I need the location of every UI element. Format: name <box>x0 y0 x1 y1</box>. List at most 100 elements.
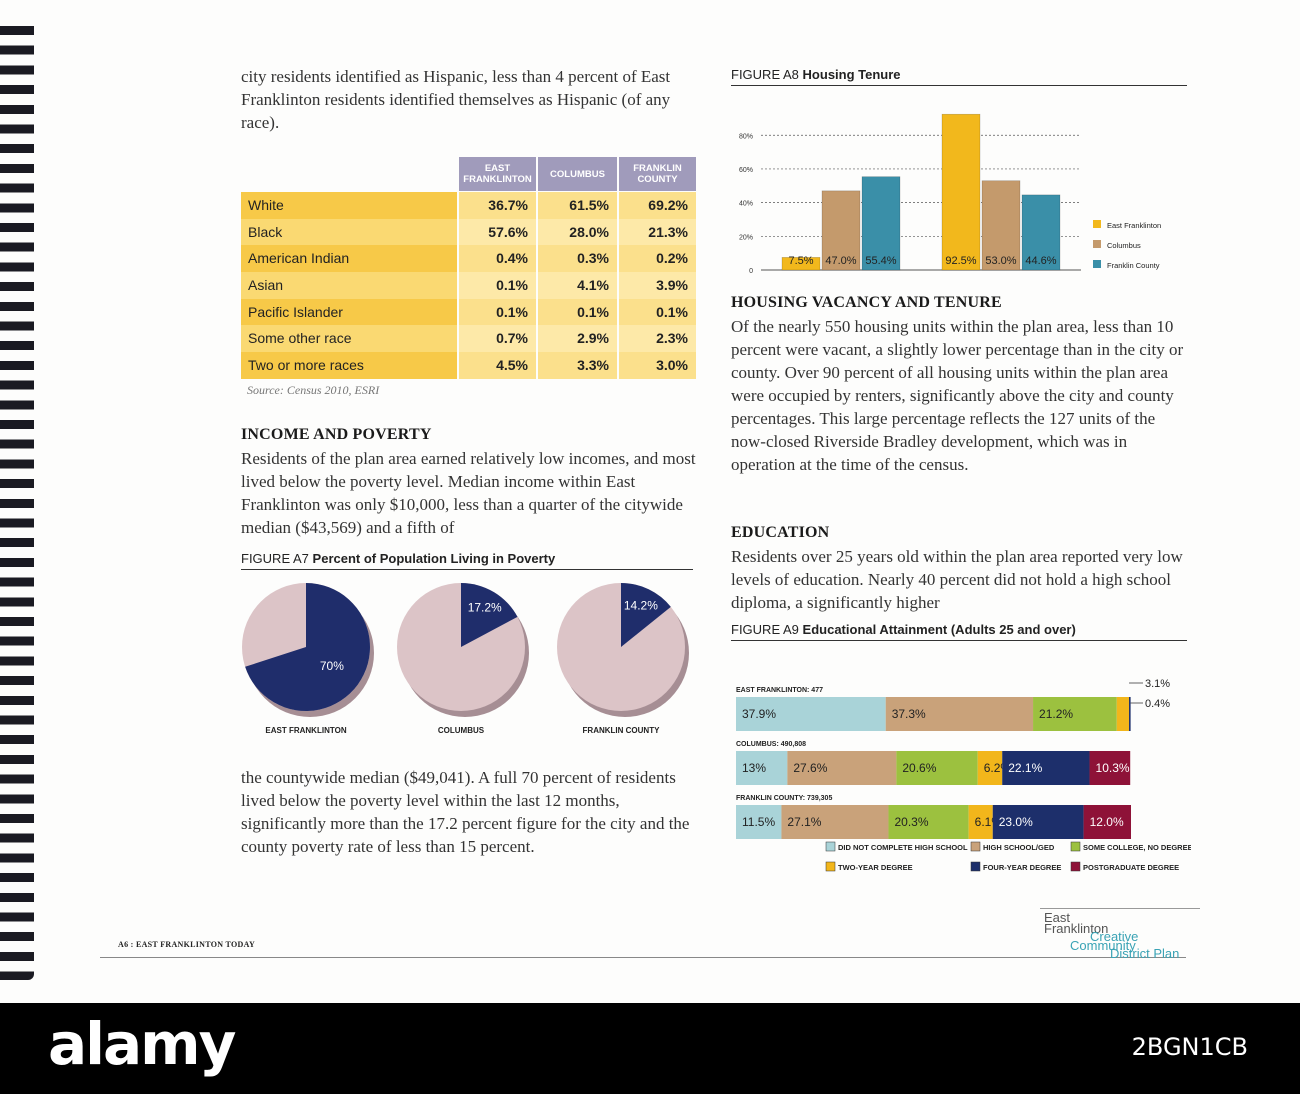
legend-swatch <box>1093 220 1101 228</box>
segment-label: 13% <box>742 761 766 775</box>
row-label: White <box>241 192 457 219</box>
table-cell: 4.5% <box>459 352 536 379</box>
row-label: Black <box>241 218 457 246</box>
pie-label: 17.2% <box>468 600 502 614</box>
pie-slice <box>461 583 518 647</box>
bar-value-label: 92.5% <box>945 255 976 267</box>
logo-text: East <box>1044 910 1071 925</box>
segment-label: 27.1% <box>787 815 821 829</box>
table-cell: 0.4% <box>459 245 536 273</box>
figure-caption: FIGURE A8 Housing Tenure <box>731 67 1187 86</box>
table-cell: 3.3% <box>538 352 617 379</box>
bar-segment <box>1083 805 1131 839</box>
legend-swatch <box>1070 841 1081 852</box>
figure-caption: FIGURE A9 Educational Attainment (Adults… <box>731 622 1187 641</box>
table-cell: 0.7% <box>459 325 536 353</box>
table-row: Some other race 0.7% 2.9% 2.3% <box>241 325 696 353</box>
figure-title: Housing Tenure <box>802 67 901 82</box>
bar-segment <box>781 805 889 839</box>
bar-value-label: 47.0% <box>825 255 856 267</box>
bar-segment <box>1089 751 1131 785</box>
table-cell: 2.3% <box>619 325 696 353</box>
table-cell: 0.1% <box>619 298 696 326</box>
table-row: White 36.7% 61.5% 69.2% <box>241 192 696 219</box>
bar-segment <box>1033 697 1117 731</box>
figure-number: FIGURE A8 <box>731 67 799 82</box>
legend-swatch <box>1093 260 1101 268</box>
table-cell: 3.0% <box>619 352 696 379</box>
bar-segment <box>787 751 897 785</box>
table-cell: 0.1% <box>459 298 536 326</box>
row-label: Pacific Islander <box>241 298 457 326</box>
column-header: EAST FRANKLINTON <box>459 157 536 191</box>
pie-name: COLUMBUS <box>438 726 485 735</box>
column-header: FRANKLIN COUNTY <box>619 157 696 191</box>
section-heading: INCOME AND POVERTY <box>241 426 432 443</box>
bar-value-label: 53.0% <box>985 255 1016 267</box>
pie-label: 70% <box>320 659 344 673</box>
bar <box>781 257 821 271</box>
bar-segment <box>736 805 782 839</box>
watermark-brand: alamy <box>48 1010 236 1078</box>
legend-label: TWO-YEAR DEGREE <box>838 863 913 872</box>
bar <box>1021 194 1061 271</box>
legend-label: FOUR-YEAR DEGREE <box>983 863 1061 872</box>
bar-segment <box>992 805 1084 839</box>
bar-value-label: 7.5% <box>788 255 813 267</box>
header-spacer <box>241 157 457 191</box>
row-label: Asian <box>241 272 457 299</box>
segment-label: 37.3% <box>892 707 926 721</box>
table-cell: 2.9% <box>538 325 617 353</box>
figure-title: Percent of Population Living in Poverty <box>312 551 556 566</box>
row-label: American Indian <box>241 245 457 273</box>
bar <box>861 176 901 271</box>
row-label: Two or more races <box>241 352 457 379</box>
column-header: COLUMBUS <box>538 157 617 191</box>
y-tick-label: 40% <box>739 201 753 208</box>
section-heading: HOUSING VACANCY AND TENURE <box>731 294 1002 311</box>
bar <box>941 113 981 271</box>
bar-value-label: 44.6% <box>1025 255 1056 267</box>
legend-label: SOME COLLEGE, NO DEGREE <box>1083 843 1191 852</box>
legend-swatch <box>970 841 981 852</box>
table-source: Source: Census 2010, ESRI <box>247 383 380 397</box>
logo-text: District Plan <box>1110 946 1180 961</box>
bar-segment <box>885 697 1034 731</box>
logo-text: Franklinton <box>1044 921 1109 936</box>
table-cell: 21.3% <box>619 218 696 246</box>
table-cell: 36.7% <box>459 192 536 219</box>
table-row: Asian 0.1% 4.1% 3.9% <box>241 272 696 299</box>
table-cell: 61.5% <box>538 192 617 219</box>
intro-text: city residents identified as Hispanic, l… <box>241 67 671 132</box>
figure-title: Educational Attainment (Adults 25 and ov… <box>802 622 1076 637</box>
y-tick-label: 20% <box>739 234 753 241</box>
segment-label: 21.2% <box>1039 707 1073 721</box>
race-table: EAST FRANKLINTON COLUMBUS FRANKLIN COUNTY W… <box>241 157 696 379</box>
segment-label: 3.1% <box>1145 678 1170 690</box>
segment-label: 23.0% <box>999 815 1033 829</box>
legend-swatch <box>825 861 836 872</box>
y-tick-label: 80% <box>739 133 753 140</box>
watermark-band <box>0 1003 1300 1094</box>
pie-name: EAST FRANKLINTON <box>265 726 346 735</box>
legend-swatch <box>1093 240 1101 248</box>
footer-rule <box>100 957 1186 958</box>
bar-segment <box>968 805 993 839</box>
legend-label: DID NOT COMPLETE HIGH SCHOOL <box>838 843 968 852</box>
bar-segment <box>1116 697 1130 731</box>
spiral-binding <box>0 20 34 980</box>
table-cell: 69.2% <box>619 192 696 219</box>
bar-segment <box>1002 751 1090 785</box>
table-cell: 0.2% <box>619 245 696 273</box>
table-header: EAST FRANKLINTON COLUMBUS FRANKLIN COUNTY <box>241 157 696 191</box>
stacked-bar-chart: EAST FRANKLINTON: 477 37.9% 37.3% 21.2% 3.1%… <box>736 678 1191 872</box>
table-cell: 4.1% <box>538 272 617 299</box>
table-row: Pacific Islander 0.1% 0.1% 0.1% <box>241 298 696 326</box>
segment-label: 10.3% <box>1096 761 1130 775</box>
legend-label: POSTGRADUATE DEGREE <box>1083 863 1179 872</box>
pie-slice <box>245 583 370 711</box>
table-row: American Indian 0.4% 0.3% 0.2% <box>241 245 696 273</box>
table-row: Two or more races 4.5% 3.3% 3.0% <box>241 352 696 379</box>
pie-slice <box>621 583 671 647</box>
segment-label: 22.1% <box>1008 761 1042 775</box>
